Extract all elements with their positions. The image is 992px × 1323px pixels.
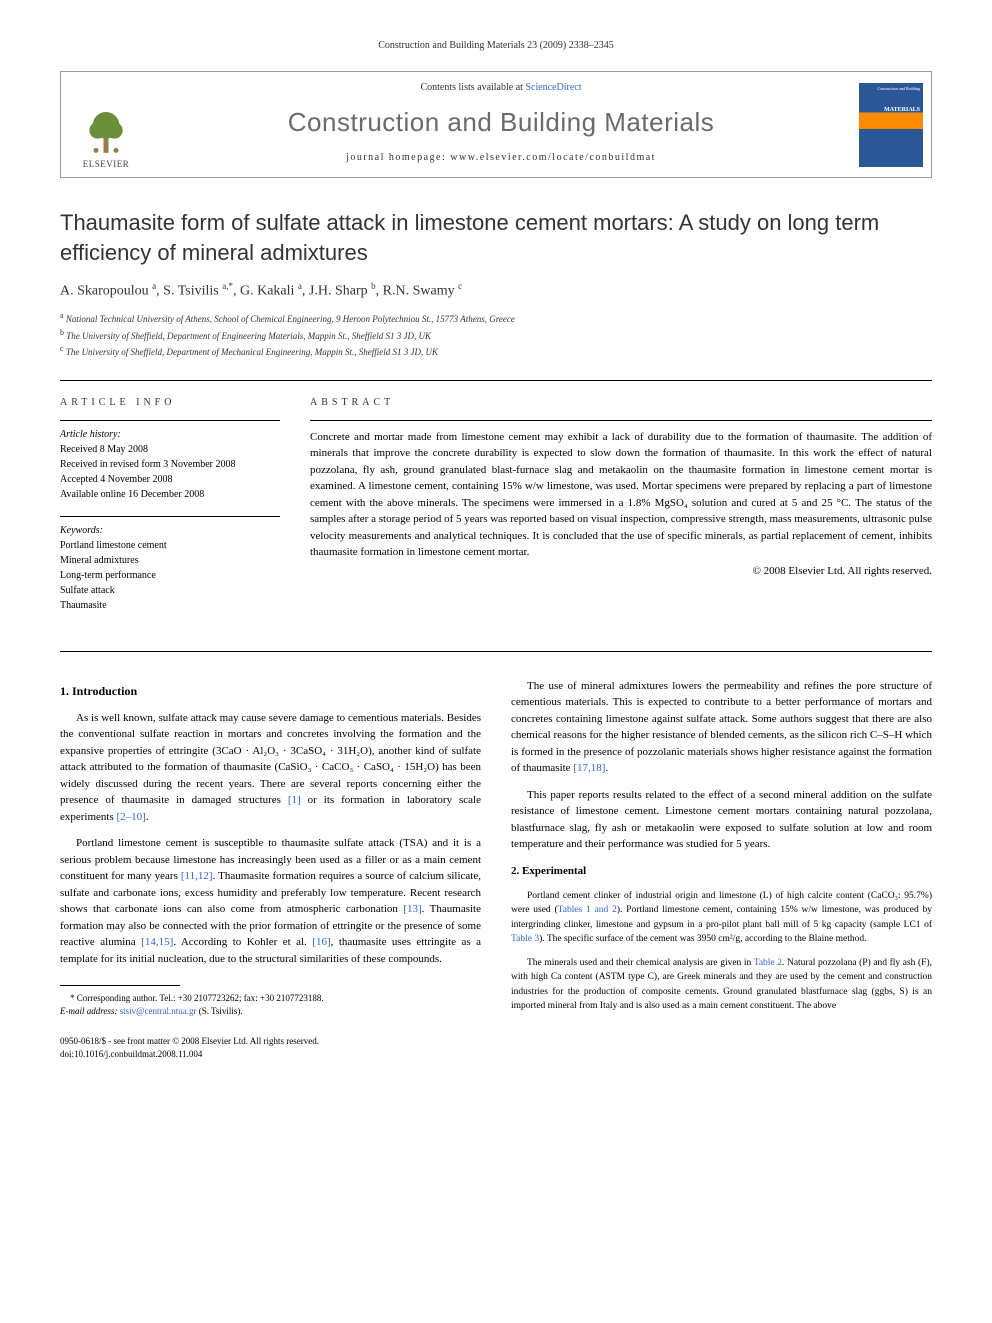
history-item: Available online 16 December 2008 [60, 487, 280, 502]
publisher-name: ELSEVIER [83, 159, 130, 169]
author-list: A. Skaropoulou a, S. Tsivilis a,*, G. Ka… [60, 281, 932, 300]
citation-link[interactable]: [2–10] [117, 811, 146, 823]
sciencedirect-link[interactable]: ScienceDirect [525, 82, 581, 93]
body-paragraph: This paper reports results related to th… [511, 787, 932, 853]
body-columns: 1. Introduction As is well known, sulfat… [60, 678, 932, 1061]
keyword-item: Long-term performance [60, 568, 280, 583]
body-text: The minerals used and their chemical ana… [527, 958, 754, 968]
publisher-logo: ELSEVIER [61, 72, 151, 177]
citation-link[interactable]: [14,15] [141, 936, 173, 948]
body-text: As is well known, sulfate attack may cau… [60, 712, 481, 807]
affiliation-item: b The University of Sheffield, Departmen… [60, 327, 932, 344]
citation-link[interactable]: [16] [312, 936, 330, 948]
body-paragraph: The use of mineral admixtures lowers the… [511, 678, 932, 777]
contents-available-line: Contents lists available at ScienceDirec… [161, 82, 841, 93]
contents-text: Contents lists available at [420, 82, 525, 93]
body-paragraph: As is well known, sulfate attack may cau… [60, 710, 481, 826]
affiliation-list: a National Technical University of Athen… [60, 310, 932, 360]
body-text: . [605, 762, 608, 774]
body-text: . According to Kohler et al. [173, 936, 312, 948]
affiliation-item: a National Technical University of Athen… [60, 310, 932, 327]
email-link[interactable]: stsiv@central.ntua.gr [120, 1006, 197, 1016]
body-paragraph: Portland cement clinker of industrial or… [511, 889, 932, 946]
table-link[interactable]: Tables 1 and 2 [558, 905, 617, 915]
homepage-prefix: journal homepage: [346, 152, 450, 163]
table-link[interactable]: Table 2 [754, 958, 782, 968]
abstract-column: ABSTRACT Concrete and mortar made from l… [310, 397, 932, 627]
abstract-text: Concrete and mortar made from limestone … [310, 429, 932, 561]
journal-name: Construction and Building Materials [161, 107, 841, 138]
history-item: Received in revised form 3 November 2008 [60, 457, 280, 472]
body-text: . [146, 811, 149, 823]
history-item: Received 8 May 2008 [60, 442, 280, 457]
divider [60, 380, 932, 381]
footnote-text: Corresponding author. Tel.: +30 21077232… [75, 993, 324, 1003]
keyword-item: Sulfate attack [60, 583, 280, 598]
journal-cover-thumb: Construction and Building MATERIALS [851, 72, 931, 177]
keyword-item: Mineral admixtures [60, 553, 280, 568]
email-label: E-mail address: [60, 1006, 120, 1016]
citation-link[interactable]: [13] [403, 903, 421, 915]
keyword-item: Thaumasite [60, 598, 280, 613]
homepage-url[interactable]: www.elsevier.com/locate/conbuildmat [450, 152, 656, 163]
cover-large-text: MATERIALS [862, 107, 920, 113]
section-heading-intro: 1. Introduction [60, 682, 481, 700]
doi-line: doi:10.1016/j.conbuildmat.2008.11.004 [60, 1048, 481, 1061]
cover-small-text: Construction and Building [862, 86, 920, 91]
article-info-sidebar: ARTICLE INFO Article history: Received 8… [60, 397, 280, 627]
journal-header-box: ELSEVIER Contents lists available at Sci… [60, 71, 932, 178]
divider [60, 516, 280, 517]
citation-link[interactable]: [17,18] [573, 762, 605, 774]
citation-link[interactable]: [1] [288, 794, 301, 806]
corresponding-author-footnote: * Corresponding author. Tel.: +30 210772… [60, 992, 481, 1017]
divider [310, 420, 932, 421]
body-text: The use of mineral admixtures lowers the… [511, 680, 932, 775]
section-heading-experimental: 2. Experimental [511, 863, 932, 880]
email-tail: (S. Tsivilis). [196, 1006, 242, 1016]
body-text: ). The specific surface of the cement wa… [539, 934, 866, 944]
table-link[interactable]: Table 3 [511, 934, 539, 944]
abstract-label: ABSTRACT [310, 397, 932, 408]
keywords-heading: Keywords: [60, 525, 280, 536]
front-matter-meta: 0950-0618/$ - see front matter © 2008 El… [60, 1035, 481, 1060]
body-paragraph: Portland limestone cement is susceptible… [60, 835, 481, 967]
keyword-item: Portland limestone cement [60, 538, 280, 553]
body-paragraph: The minerals used and their chemical ana… [511, 956, 932, 1013]
article-title: Thaumasite form of sulfate attack in lim… [60, 208, 932, 267]
affiliation-item: c The University of Sheffield, Departmen… [60, 343, 932, 360]
elsevier-tree-icon [81, 107, 131, 157]
issn-line: 0950-0618/$ - see front matter © 2008 El… [60, 1035, 481, 1048]
footnote-divider [60, 985, 180, 986]
divider [60, 651, 932, 652]
history-heading: Article history: [60, 429, 280, 440]
citation-link[interactable]: [11,12] [181, 870, 213, 882]
history-item: Accepted 4 November 2008 [60, 472, 280, 487]
running-head: Construction and Building Materials 23 (… [60, 40, 932, 51]
article-info-label: ARTICLE INFO [60, 397, 280, 408]
journal-homepage: journal homepage: www.elsevier.com/locat… [161, 152, 841, 163]
abstract-copyright: © 2008 Elsevier Ltd. All rights reserved… [310, 565, 932, 577]
divider [60, 420, 280, 421]
